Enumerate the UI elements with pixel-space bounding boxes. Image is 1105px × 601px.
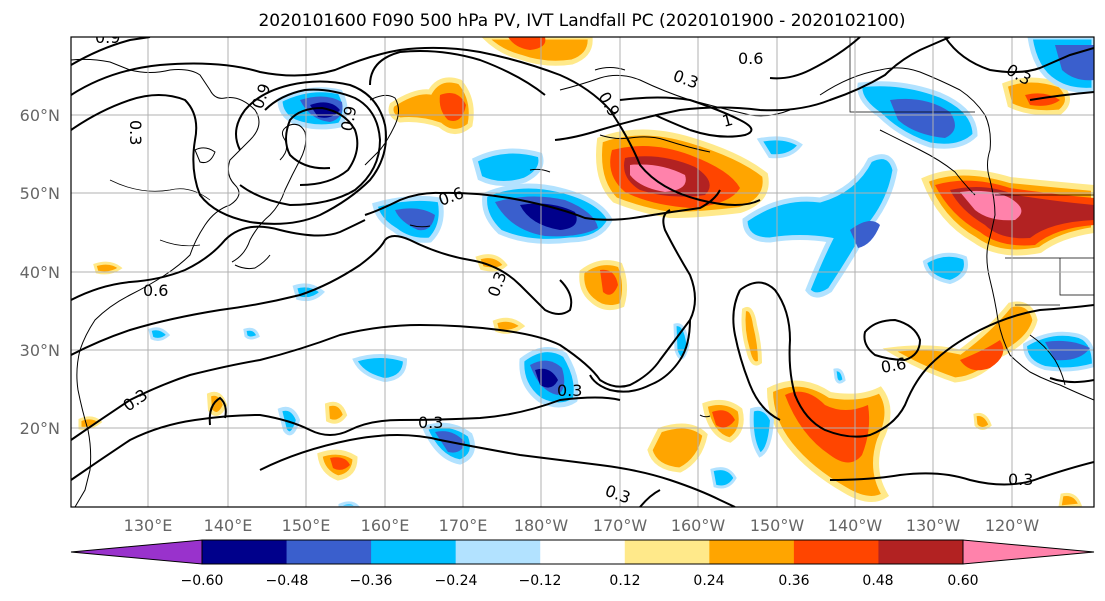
colorbar: −0.60 −0.48 −0.36 −0.24 −0.12 0.12 0.24 … (70, 539, 1095, 589)
colorbar-segment (709, 540, 795, 564)
contour-label: 0.6 (879, 354, 907, 377)
colorbar-frame (201, 539, 964, 565)
colorbar-tick: 0.48 (862, 573, 893, 589)
contour-label: 0.6 (143, 281, 168, 300)
lon-label: 170°W (593, 516, 648, 535)
colorbar-segment (371, 540, 457, 564)
contour-label: 0.3 (557, 381, 582, 400)
lat-label: 20°N (20, 419, 60, 438)
contour-label: 0.3 (418, 413, 443, 432)
colorbar-tick: −0.60 (181, 573, 224, 589)
figure-title: 2020101600 F090 500 hPa PV, IVT Landfall… (258, 11, 905, 31)
colorbar-segment (540, 540, 626, 564)
colorbar-segment (878, 540, 964, 564)
contour-label: 1 (720, 110, 735, 131)
lat-label: 60°N (20, 106, 60, 125)
colorbar-tick: 0.12 (609, 573, 640, 589)
colorbar-tick: −0.12 (519, 573, 562, 589)
colorbar-tick: −0.24 (435, 573, 478, 589)
lon-label: 140°E (204, 516, 253, 535)
colorbar-segments (202, 540, 964, 564)
colorbar-segment (455, 540, 541, 564)
lat-label: 40°N (20, 263, 60, 282)
colorbar-tick: −0.36 (350, 573, 393, 589)
map-frame (70, 36, 1095, 508)
gridlines (71, 37, 1094, 507)
contour-label: 0.3 (126, 120, 145, 145)
latitude-labels: 60°N 50°N 40°N 30°N 20°N (20, 106, 60, 438)
lon-label: 170°E (439, 516, 488, 535)
colorbar-segment (624, 540, 710, 564)
map-area: 0.9 0.6 0.3 0.9 1 0.9 0.6 0.3 0.9 0.6 0.… (71, 28, 1094, 507)
lon-label: 150°W (750, 516, 805, 535)
colorbar-tick: −0.48 (266, 573, 309, 589)
lon-label: 140°W (828, 516, 883, 535)
colorbar-tick: 0.36 (778, 573, 809, 589)
lon-label: 120°W (985, 516, 1040, 535)
lon-label: 180°W (514, 516, 569, 535)
lon-label: 160°W (671, 516, 726, 535)
contour-label: 0.3 (1008, 470, 1033, 489)
colorbar-tick: 0.24 (693, 573, 724, 589)
lon-label: 160°E (361, 516, 410, 535)
colorbar-segment (793, 540, 879, 564)
lat-label: 30°N (20, 341, 60, 360)
lat-label: 50°N (20, 184, 60, 203)
longitude-labels: 130°E 140°E 150°E 160°E 170°E 180°W 170°… (124, 516, 1040, 535)
lon-label: 130°E (124, 516, 173, 535)
contour-label: 0.9 (337, 104, 360, 132)
lon-label: 150°E (282, 516, 331, 535)
contour-label: 0.9 (95, 28, 120, 47)
colorbar-segment (286, 540, 372, 564)
colorbar-tick-labels: −0.60 −0.48 −0.36 −0.24 −0.12 0.12 0.24 … (181, 573, 979, 589)
lon-label: 130°W (906, 516, 961, 535)
colorbar-min-extension (70, 539, 203, 565)
ivt-contours (71, 37, 1094, 507)
colorbar-segment (202, 540, 288, 564)
shaded-anomalies (78, 37, 1094, 507)
colorbar-max-extension (962, 539, 1095, 565)
contour-label: 0.6 (738, 49, 763, 68)
colorbar-tick: 0.60 (947, 573, 978, 589)
